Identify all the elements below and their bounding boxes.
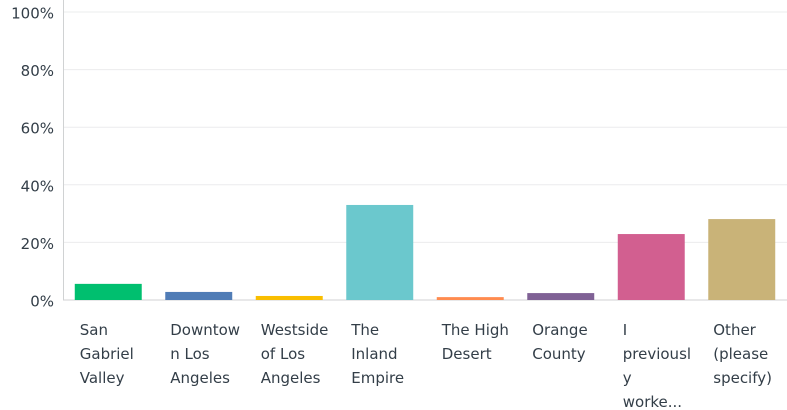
x-tick-label: Orange County (532, 321, 588, 363)
x-tick-label: The High Desert (441, 321, 509, 363)
y-tick-label: 40% (21, 177, 54, 195)
y-tick-label: 60% (21, 120, 54, 138)
bar (527, 293, 595, 300)
bar (436, 297, 504, 300)
x-tick-label: Downtown Los Angeles (170, 321, 241, 387)
bar (165, 291, 233, 300)
x-tick-label: The Inland Empire (351, 321, 405, 387)
y-tick-label: 80% (21, 62, 54, 80)
bar (346, 204, 414, 300)
x-tick-label: I previously worke... (622, 321, 692, 410)
x-tick-label: Westside of Los Angeles (260, 321, 329, 387)
bar (617, 234, 685, 300)
bar (708, 219, 776, 300)
y-tick-label: 20% (21, 235, 54, 253)
y-tick-label: 100% (11, 5, 54, 23)
y-tick-label: 0% (30, 293, 54, 311)
bar (255, 295, 323, 300)
plot: 0% 20% 40% 60% 80% 100% (11, 0, 787, 311)
x-tick-label: Other (please specify) (713, 321, 772, 387)
bar (74, 283, 142, 300)
x-tick-label: San Gabriel Valley (79, 321, 134, 387)
